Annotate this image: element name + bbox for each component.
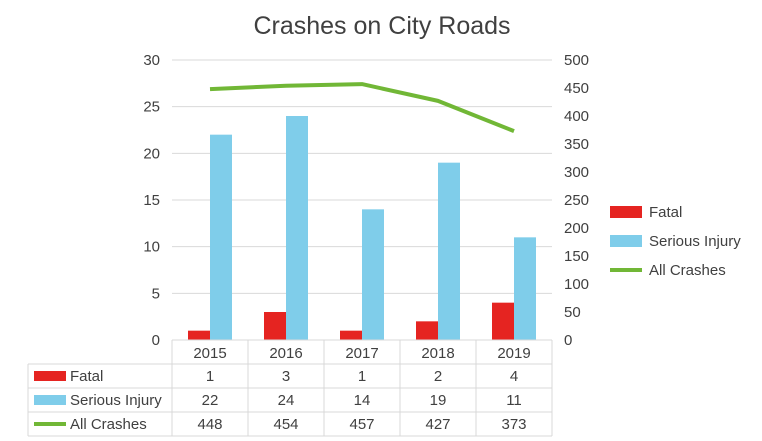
right-tick-label: 100	[564, 276, 589, 293]
right-axis: 0 50 100 150 200 250 300 350 400 450 500	[564, 52, 589, 349]
table-cell: 4	[510, 368, 518, 385]
table-cell: 24	[278, 392, 295, 409]
table-cell: 454	[273, 416, 298, 433]
bar-serious-injury	[514, 237, 536, 340]
table-header-cell: 2017	[345, 345, 378, 362]
bar-fatal	[188, 330, 210, 340]
table-cell: 1	[358, 368, 366, 385]
table-cell: 448	[197, 416, 222, 433]
table-cell: 14	[354, 392, 371, 409]
table-cell: 2	[434, 368, 442, 385]
chart-title: Crashes on City Roads	[253, 12, 510, 40]
right-tick-label: 350	[564, 136, 589, 153]
legend-swatch	[610, 206, 642, 218]
legend-label: All Crashes	[649, 262, 726, 279]
table-header-cell: 2019	[497, 345, 530, 362]
table-cell: 22	[202, 392, 219, 409]
table-cell: 19	[430, 392, 447, 409]
legend-label: Serious Injury	[649, 233, 741, 250]
table-cell: 1	[206, 368, 214, 385]
bar-fatal	[264, 312, 286, 340]
right-tick-label: 200	[564, 220, 589, 237]
left-tick-label: 10	[143, 239, 160, 256]
bar-serious-injury	[362, 209, 384, 340]
legend-swatch	[610, 235, 642, 247]
right-tick-label: 450	[564, 80, 589, 97]
left-axis: 0 5 10 15 20 25 30	[143, 52, 160, 349]
legend: Fatal Serious Injury All Crashes	[610, 204, 741, 279]
table-legend-key	[34, 371, 66, 381]
table-row-label: Fatal	[70, 368, 103, 385]
right-tick-label: 250	[564, 192, 589, 209]
table-cell: 373	[501, 416, 526, 433]
bar-fatal	[340, 330, 362, 340]
right-tick-label: 0	[564, 332, 572, 349]
right-tick-label: 150	[564, 248, 589, 265]
left-tick-label: 30	[143, 52, 160, 69]
bar-fatal	[416, 321, 438, 340]
right-tick-label: 500	[564, 52, 589, 69]
line-all-crashes	[209, 82, 515, 133]
table-legend-key	[34, 395, 66, 405]
table-cell: 457	[349, 416, 374, 433]
left-tick-label: 5	[152, 285, 160, 302]
table-cell: 427	[425, 416, 450, 433]
bar-serious-injury	[210, 134, 232, 340]
table-header-cell: 2015	[193, 345, 226, 362]
table-cell: 11	[506, 392, 522, 409]
table-row-label: Serious Injury	[70, 392, 162, 409]
left-tick-label: 15	[143, 192, 160, 209]
left-tick-label: 0	[152, 332, 160, 349]
left-tick-label: 20	[143, 145, 160, 162]
right-tick-label: 300	[564, 164, 589, 181]
bars	[188, 116, 536, 340]
right-tick-label: 400	[564, 108, 589, 125]
left-tick-label: 25	[143, 99, 160, 116]
legend-label: Fatal	[649, 204, 682, 221]
bar-serious-injury	[438, 162, 460, 340]
right-tick-label: 50	[564, 304, 581, 321]
table-cell: 3	[282, 368, 290, 385]
bar-fatal	[492, 302, 514, 340]
table-row-label: All Crashes	[70, 416, 147, 433]
table-header-cell: 2018	[421, 345, 454, 362]
bar-serious-injury	[286, 116, 308, 340]
table-header-cell: 2016	[269, 345, 302, 362]
line-series	[209, 82, 515, 133]
